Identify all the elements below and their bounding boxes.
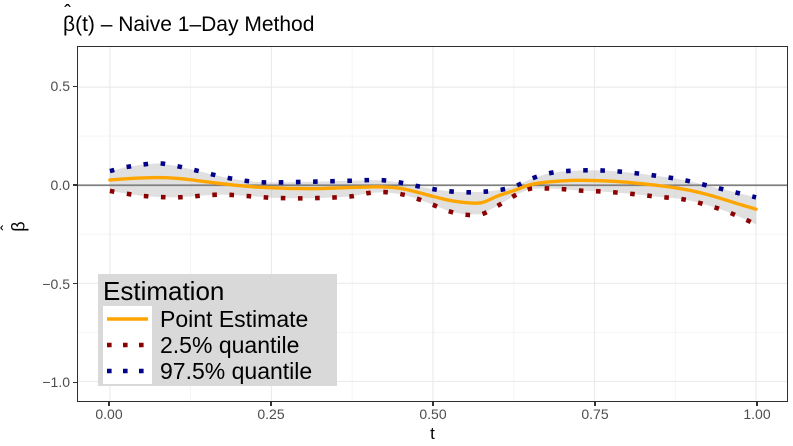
x-tick-mark: [432, 402, 434, 406]
legend-row-upper-quantile: 97.5% quantile: [103, 358, 337, 384]
x-tick-label: 1.00: [743, 406, 771, 422]
y-tick-label: −0.5: [42, 275, 70, 292]
legend-row-lower-quantile: 2.5% quantile: [103, 332, 337, 358]
x-tick-label: 0.50: [419, 406, 447, 422]
y-tick-mark: [73, 381, 77, 383]
y-tick-mark: [73, 184, 77, 186]
x-tick-label: 0.75: [581, 406, 609, 422]
legend-row-point-estimate: Point Estimate: [103, 306, 337, 332]
chart-title-text: (t) – Naive 1–Day Method: [75, 13, 315, 36]
x-axis-title: t: [430, 424, 435, 443]
x-tick-label: 0.25: [257, 406, 285, 422]
x-tick-mark: [270, 402, 272, 406]
x-tick-mark: [756, 402, 758, 406]
y-tick-mark: [73, 283, 77, 285]
y-tick-mark: [73, 85, 77, 87]
legend: Estimation Point Estimate 2.5% quantile …: [98, 274, 337, 386]
legend-label-lower-quantile: 2.5% quantile: [160, 332, 300, 358]
beta-symbol: β: [63, 13, 76, 36]
y-tick-label: 0.0: [50, 177, 70, 193]
legend-label-upper-quantile: 97.5% quantile: [160, 358, 313, 384]
upper-quantile-key-icon: [103, 358, 152, 384]
hat-accent: ˆ: [64, 1, 71, 24]
chart-title: ˆ β(t) – Naive 1–Day Method: [63, 2, 315, 37]
point-estimate-key-icon: [103, 306, 152, 332]
legend-title: Estimation: [103, 276, 225, 306]
y-tick-label: 0.5: [50, 78, 70, 95]
x-tick-label: 0.00: [95, 406, 123, 422]
y-tick-label: −1.0: [42, 374, 70, 391]
legend-label-point-estimate: Point Estimate: [160, 306, 309, 332]
lower-quantile-key-icon: [103, 332, 152, 358]
x-tick-mark: [594, 402, 596, 406]
x-tick-mark: [108, 402, 110, 406]
hat-accent: ˆ: [0, 224, 18, 231]
plot-svg: [78, 47, 787, 401]
